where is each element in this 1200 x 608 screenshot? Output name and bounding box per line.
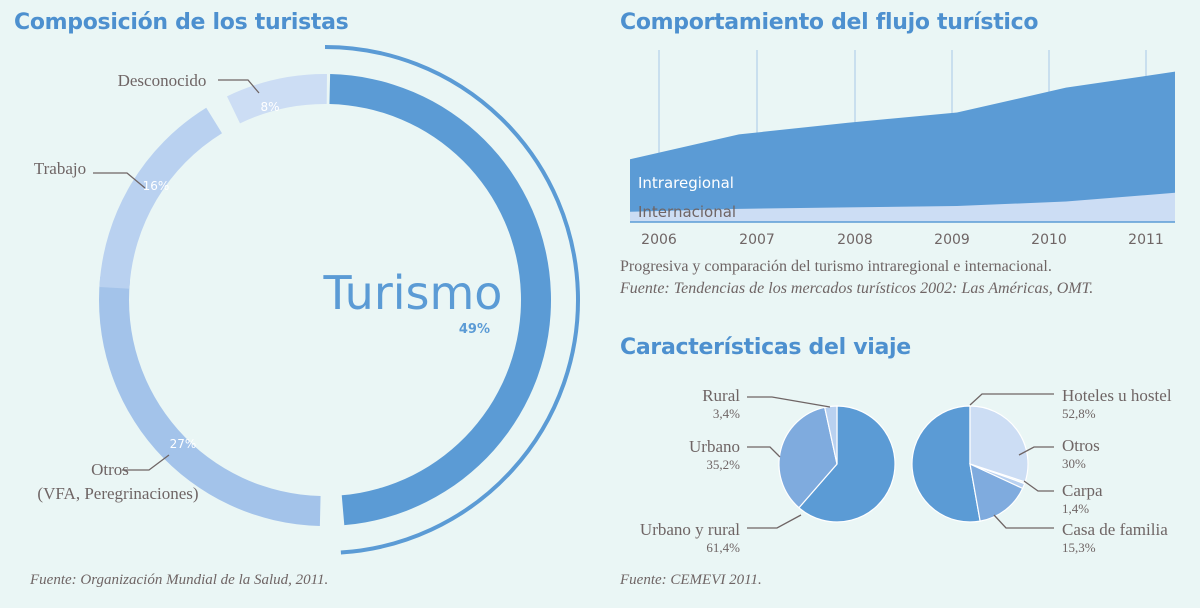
donut-slice-turismo bbox=[329, 74, 552, 526]
pie1-label-rural: Rural bbox=[702, 386, 740, 405]
donut-title: Composición de los turistas bbox=[14, 10, 349, 35]
pies-title: Características del viaje bbox=[620, 335, 911, 360]
area-tick-label: 2007 bbox=[739, 232, 775, 248]
area-caption: Progresiva y comparación del turismo int… bbox=[620, 256, 1093, 300]
donut-chart: Turismo 49% 27% 16% 8% Otros (VFA, Peregrinaci… bbox=[34, 45, 580, 555]
pie2-percent-hoteles-u-hostel: 52,8% bbox=[1062, 406, 1096, 421]
donut-percent-trabajo: 16% bbox=[143, 179, 170, 193]
pie1-label-urbano-y-rural: Urbano y rural bbox=[640, 520, 740, 539]
donut-percent-desconocido: 8% bbox=[260, 100, 279, 114]
pie2-label-otros: Otros bbox=[1062, 436, 1100, 455]
pie2-label-carpa: Carpa bbox=[1062, 481, 1103, 500]
area-chart: Intraregional Internacional 2006 2007 2008 20… bbox=[630, 50, 1175, 248]
pie2-slice-carpa bbox=[969, 463, 1026, 490]
pie1-percent-urbano: 35,2% bbox=[706, 457, 740, 472]
donut-leader-otros bbox=[122, 454, 170, 471]
area-source: Fuente: Tendencias de los mercados turís… bbox=[620, 280, 1094, 297]
pie1-percent-rural: 3,4% bbox=[713, 406, 740, 421]
pies-source: Fuente: CEMEVI 2011. bbox=[620, 572, 762, 588]
pie1-leader-urbano-y-rural bbox=[747, 514, 802, 529]
area-tick-label: 2006 bbox=[641, 232, 677, 248]
donut-leader-trabajo bbox=[93, 172, 146, 189]
pie2-leader-carpa bbox=[1023, 480, 1054, 492]
area-tick-label: 2010 bbox=[1031, 232, 1067, 248]
pie1-slice-urbano-y-rural bbox=[798, 405, 896, 523]
donut-slice-otros bbox=[98, 276, 321, 526]
pie2-label-casa-de-familia: Casa de familia bbox=[1062, 520, 1168, 539]
pie2-slice-casa-de-familia bbox=[969, 462, 1024, 522]
pie1-slice-urbano bbox=[778, 406, 838, 509]
donut-label-otros: Otros bbox=[91, 460, 129, 479]
donut-percent-otros: 27% bbox=[170, 437, 197, 451]
pie2-leader-hoteles-u-hostel bbox=[969, 393, 1054, 406]
pie2-leader-otros bbox=[1018, 446, 1054, 456]
area-series-label-internacional: Internacional bbox=[638, 203, 736, 221]
pie2-leader-casa-de-familia bbox=[993, 514, 1054, 529]
area-caption-text: Progresiva y comparación del turismo int… bbox=[620, 258, 1052, 275]
pie1-leader-urbano bbox=[747, 446, 781, 458]
donut-label-trabajo: Trabajo bbox=[34, 159, 86, 178]
pie2-label-hoteles-u-hostel: Hoteles u hostel bbox=[1062, 386, 1172, 405]
pie2-slice-otros bbox=[969, 405, 1029, 483]
area-tick-label: 2011 bbox=[1128, 232, 1164, 248]
area-tick-label: 2009 bbox=[934, 232, 970, 248]
pie2-percent-carpa: 1,4% bbox=[1062, 501, 1089, 516]
donut-center-percent: 49% bbox=[459, 322, 490, 337]
donut-leader-desconocido bbox=[218, 79, 260, 94]
pie2-slice-hoteles-u-hostel bbox=[911, 405, 981, 523]
donut-label-desconocido: Desconocido bbox=[118, 71, 207, 90]
pie2-percent-casa-de-familia: 15,3% bbox=[1062, 540, 1096, 555]
area-series-label-intraregional: Intraregional bbox=[638, 174, 734, 192]
pie1-label-urbano: Urbano bbox=[689, 437, 740, 456]
area-title: Comportamiento del flujo turístico bbox=[620, 10, 1039, 35]
donut-source: Fuente: Organización Mundial de la Salud… bbox=[30, 572, 329, 588]
donut-label-otros-detail: (VFA, Peregrinaciones) bbox=[37, 484, 198, 503]
area-series-internacional bbox=[630, 192, 1175, 222]
area-tick-label: 2008 bbox=[837, 232, 873, 248]
donut-slice-trabajo bbox=[99, 107, 223, 289]
donut-center-label: Turismo bbox=[323, 266, 503, 320]
pie1-percent-urbano-y-rural: 61,4% bbox=[706, 540, 740, 555]
donut-slice-desconocido bbox=[226, 74, 327, 124]
area-series-intraregional bbox=[630, 71, 1175, 223]
pie1-slice-rural bbox=[823, 405, 838, 465]
donut-accent-arc bbox=[324, 45, 580, 555]
pie1-leader-rural bbox=[747, 396, 831, 408]
pie2-percent-otros: 30% bbox=[1062, 456, 1086, 471]
